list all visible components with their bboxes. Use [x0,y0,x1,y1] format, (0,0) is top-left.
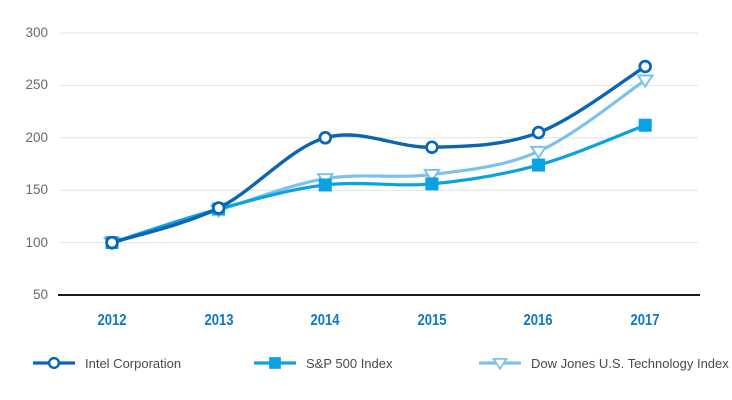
legend-item-intel-corporation: Intel Corporation [32,353,181,373]
series-line-s-p-500-index [110,123,647,245]
legend-item-sp-500-index: S&P 500 Index [253,353,393,373]
marker-intel-corporation-2015 [425,140,439,154]
x-tick-label-2016: 2016 [523,312,553,329]
series-intel-corporation [105,59,652,250]
marker-intel-corporation-2012 [105,235,119,250]
sp-500-index-line-marker-icon [254,357,296,369]
plot-area [58,32,700,296]
marker-intel-corporation-2014 [318,131,333,145]
series-line-intel-corporation [110,64,647,245]
marker-intel-corporation-2016 [531,125,546,140]
marker-intel-corporation-2013 [211,201,226,215]
y-tick-label-50: 50 [32,287,48,302]
marker-dow-jones-u-s-technology-index-2015 [422,168,441,183]
legend-marker-dow-jones-u-s-technology-index [491,357,509,371]
x-tick-label-2015: 2015 [417,312,447,329]
legend-label-sp-500-index: S&P 500 Index [306,355,393,371]
marker-s-p-500-index-2017 [638,118,652,132]
dow-jones-us-technology-index-line-marker-icon [479,357,521,371]
marker-s-p-500-index-2015 [425,177,439,191]
marker-intel-corporation-2017 [638,59,652,74]
y-tick-label-150: 150 [25,182,48,197]
marker-s-p-500-index-2016 [532,158,546,172]
series-dow-jones-u-s-technology-index [102,74,655,251]
x-tick-label-2014: 2014 [310,312,340,329]
intel-corporation-line-marker-icon [33,356,75,370]
marker-dow-jones-u-s-technology-index-2017 [636,74,655,89]
y-tick-label-250: 250 [25,77,48,92]
legend-label-intel-corporation: Intel Corporation [85,355,182,371]
marker-s-p-500-index-2014 [318,178,332,192]
y-tick-label-100: 100 [25,235,48,250]
y-tick-label-300: 300 [25,25,48,40]
marker-dow-jones-u-s-technology-index-2016 [529,145,548,160]
x-tick-label-2013: 2013 [204,312,234,329]
legend-label-dow-jones-us-technology-index: Dow Jones U.S. Technology Index [531,355,729,371]
y-tick-label-200: 200 [25,130,48,145]
legend-item-dow-jones-us-technology-index: Dow Jones U.S. Technology Index [478,353,729,373]
legend-marker-intel-corporation [47,356,61,370]
x-tick-label-2012: 2012 [97,312,127,329]
legend-marker-s-p-500-index [269,357,281,369]
x-tick-label-2017: 2017 [630,312,660,329]
